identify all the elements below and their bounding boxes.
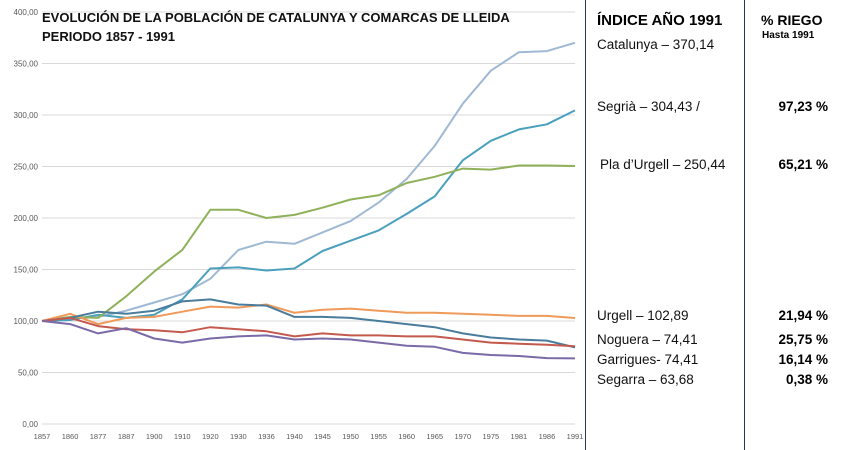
- y-tick-label: 250,00: [14, 163, 39, 172]
- chart-subtitle: PERIODO 1857 - 1991: [42, 29, 175, 44]
- series-layer: [41, 41, 576, 360]
- x-tick-label: 1955: [370, 432, 387, 441]
- series-line-urgell: [41, 303, 576, 326]
- x-tick-label: 1970: [454, 432, 471, 441]
- x-tick-label: 1900: [146, 432, 163, 441]
- row-pct-noguera: 25,75 %: [778, 332, 828, 347]
- row-pct-segarra: 0,38 %: [785, 372, 828, 387]
- grid-layer: [42, 11, 575, 425]
- series-line-garrigues: [41, 316, 576, 348]
- header-riego-sub: Hasta 1991: [762, 30, 815, 41]
- x-tick-label: 1920: [202, 432, 219, 441]
- row-label-urgell: Urgell – 102,89: [597, 308, 689, 323]
- series-line-pla-d-urgell: [41, 164, 576, 322]
- x-tick-label: 1936: [258, 432, 275, 441]
- row-label-segria: Segrià – 304,43 /: [597, 99, 700, 114]
- x-tick-label: 1887: [118, 432, 135, 441]
- y-tick-label: 100,00: [14, 317, 39, 326]
- x-tick-label: 1877: [90, 432, 107, 441]
- chart-svg: 0,00 50,00 100,00 150,00 200,00 250,00 300,00 3…: [14, 8, 584, 441]
- table-divider-left: [585, 0, 586, 450]
- x-tick-label: 1857: [34, 432, 51, 441]
- row-label-garrigues: Garrigues- 74,41: [597, 352, 699, 367]
- x-tick-label: 1991: [567, 432, 584, 441]
- table-divider-middle: [744, 0, 745, 450]
- y-tick-labels: 0,00 50,00 100,00 150,00 200,00 250,00 300,00 3…: [14, 8, 39, 429]
- x-tick-label: 1981: [511, 432, 528, 441]
- y-tick-label: 350,00: [14, 60, 39, 69]
- y-tick-label: 0,00: [22, 420, 38, 429]
- x-tick-labels: 1857 1860 1877 1887 1900 1910 1920 1930 1936 1940…: [34, 432, 584, 441]
- index-table: ÍNDICE AÑO 1991 % RIEGO Hasta 1991 Catal…: [585, 0, 850, 450]
- x-tick-label: 1950: [342, 432, 359, 441]
- row-pct-pla-durgell: 65,21 %: [778, 157, 828, 172]
- row-pct-urgell: 21,94 %: [778, 308, 828, 323]
- row-label-segarra: Segarra – 63,68: [597, 372, 694, 387]
- y-tick-label: 50,00: [18, 369, 39, 378]
- x-tick-label: 1930: [230, 432, 247, 441]
- x-tick-label: 1960: [398, 432, 415, 441]
- x-tick-label: 1945: [314, 432, 331, 441]
- series-line-segri-: [41, 109, 576, 322]
- header-riego: % RIEGO: [761, 12, 823, 28]
- row-pct-garrigues: 16,14 %: [778, 352, 828, 367]
- y-tick-label: 150,00: [14, 266, 39, 275]
- x-tick-label: 1975: [482, 432, 499, 441]
- x-tick-label: 1986: [539, 432, 556, 441]
- series-line-catalunya: [41, 41, 576, 322]
- x-tick-label: 1860: [62, 432, 79, 441]
- x-tick-label: 1910: [174, 432, 191, 441]
- x-tick-label: 1940: [286, 432, 303, 441]
- y-tick-label: 200,00: [14, 214, 39, 223]
- series-line-noguera: [41, 298, 576, 349]
- y-tick-label: 400,00: [14, 8, 39, 17]
- y-tick-label: 300,00: [14, 111, 39, 120]
- line-chart: 0,00 50,00 100,00 150,00 200,00 250,00 300,00 3…: [14, 8, 584, 441]
- row-pct-segria: 97,23 %: [778, 99, 828, 114]
- row-label-noguera: Noguera – 74,41: [597, 332, 698, 347]
- row-label-pla-durgell: Pla d’Urgell – 250,44: [600, 157, 726, 172]
- chart-title: EVOLUCIÓN DE LA POBLACIÓN DE CATALUNYA Y…: [42, 10, 510, 25]
- row-label-catalunya: Catalunya – 370,14: [597, 37, 715, 52]
- header-index: ÍNDICE AÑO 1991: [597, 12, 723, 29]
- x-tick-label: 1965: [426, 432, 443, 441]
- series-line-segarra: [41, 320, 576, 360]
